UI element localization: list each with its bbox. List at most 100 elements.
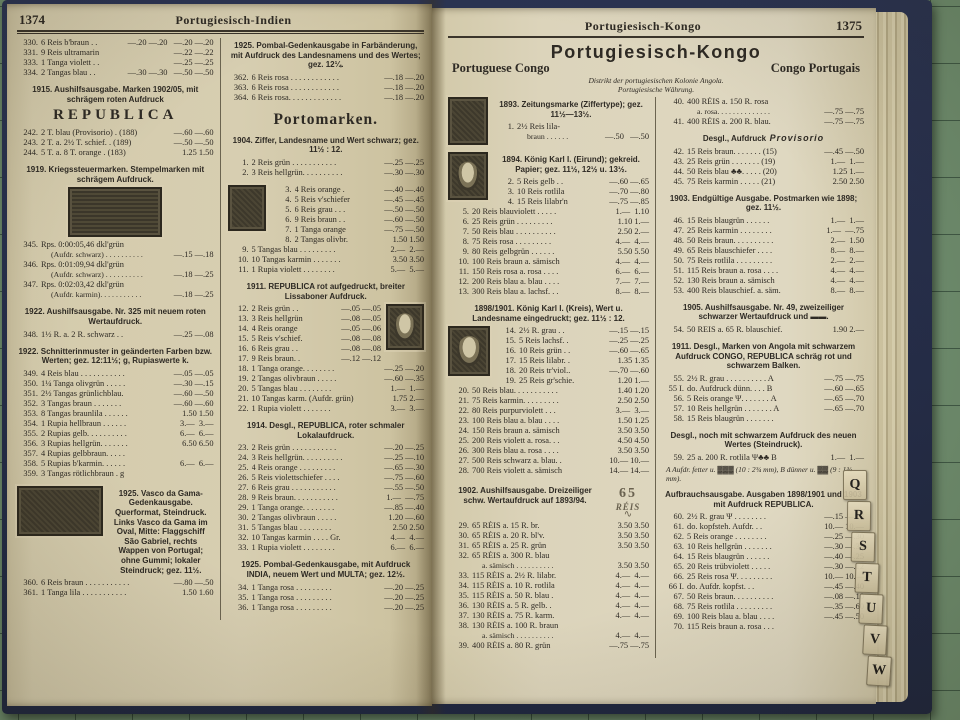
row-n: 37. [458,611,469,621]
row-p: 3.50 3.50 [617,446,649,456]
catalog-row: 31. 5 Tangas blau . . . . . . . . 2.50 2.5… [228,523,424,533]
row-n: 58. [673,413,684,423]
row-n: 6. [285,214,292,224]
row-t: 2 Reis grün . . [251,304,299,314]
row-p: 2.50 2.— [617,227,649,237]
catalog-row: 48. 50 Reis braun. . . . . . . . . . 2.— 1… [663,236,864,246]
row-t: 130 RÉIS a. 100 R. braun [472,621,559,631]
row-t: 5 Reis gelb . . [517,177,564,187]
row-t: 4 Reis blau . . . . . . . . . . . [41,368,125,378]
row-n: 10. [458,257,469,267]
catalog-row: 356. 3 Rupias hellgrün. . . . . . . 6.50 6… [17,439,213,449]
row-t: 80 Reis purpurviolett . . . [472,406,556,416]
row-n: 27. [458,456,469,466]
catalog-row: 353. 8 Tangas braunlila . . . . . . 1.50 1… [17,409,213,419]
row-n: 17. [238,354,249,364]
row-p: —.25 —.25 [173,58,214,67]
row-t: 9 Reis braun. . [251,354,301,364]
catalog-row: 8. 2 Tangas olivbr. 1.50 1.50 [271,235,424,245]
row-n: 44. [673,166,684,176]
section-heading: Aufbrauchsausgabe. Ausgaben 1898/1901 un… [665,489,862,509]
row-p: 5.— 5.— [390,264,425,274]
row-t: 50 Reis braun. . . . . . . . . . [687,235,774,245]
row-n: 16. [505,346,516,356]
row-t: 65 RÉIS a. 20 R. bl'v. [472,531,545,541]
catalog-section: 1925. Vasco da Gama-Gedenkausgabe. Querf… [17,485,214,598]
row-t: 6 Reis rosa . . . . . . . . . . . . [251,72,339,82]
row-n: 19. [505,376,516,386]
row-n: 5. [462,207,469,217]
row-t: 130 RÉIS a. 5 R. gelb. . [472,601,552,611]
row-p: —.65 —.70 [824,403,864,413]
row-p: 14.— 14.— [609,466,649,476]
row-p: —.65 —.70 [824,393,864,403]
row-n: 47. [673,225,684,235]
catalog-row: 18. 20 Reis tr'viol.. —.70 —.60 [495,366,649,376]
row-p: 1.50 1.60 [182,588,214,598]
row-n: 348. [23,329,38,339]
catalog-row: 26. 300 Reis blau a. rosa . . . . 3.50 3.5… [448,446,649,456]
row-t: 25 a. 200 R. rotlila Ψ♣♣ B [687,452,777,462]
row-t: 75 Reis karmin. . . . . . . . . [472,396,559,406]
row-t: 2½ R. grau Ψ . . . . . . . . [687,512,766,522]
row-n: 2. [242,167,249,177]
catalog-row: 11. 150 Reis rosa a. rosa . . . . 6.— 6.— [448,267,649,277]
catalog-row: 18. 1 Tanga orange. . . . . . . . —.25 —.2… [228,364,424,374]
section-heading: 1893. Zeitungsmarke (Ziffertype); gez. 1… [499,100,643,119]
row-p: —.75 —.75 [824,117,864,126]
subtitle-english: Portuguese Congo [452,61,550,75]
row-n: 20. [458,386,469,396]
stamp-illustration [227,184,266,231]
catalog-row: 46. 15 Reis blaugrün . . . . . . 1.— 1.— [663,216,864,226]
row-p: 1.10 1.— [617,217,649,227]
row-t: 400 RÉIS a. 150 R. rosa [687,97,769,106]
row-t: do. Aufdr. kopfst. . . [687,582,755,592]
row-t: 115 RÉIS a. 2½ R. lilabr. [472,571,557,581]
row-n: 347. [23,280,38,290]
row-p: —.75 —.75 [824,373,864,383]
row-p: —.20 —.25 [384,592,424,602]
district-note: Distrikt der portugiesischen Kolonie Ang… [588,76,724,85]
catalog-row: 58. 15 Reis blaugrün . . . . . . . [663,414,864,424]
catalog-row: 50. 75 Reis rotlila . . . . . . . . . 2.— … [663,256,864,266]
catalog-section: 330. 6 Reis b'braun . . —.20 —.20 —.20 —.2… [17,38,214,78]
catalog-row: 20. 5 Tangas blau . . . . . . . . 1.— 1.— [228,384,424,394]
row-p: —.25 —.08 [173,329,214,339]
row-p: 1.— —.75 [826,225,864,235]
row-t: 1 Tanga rosa . . . . . . . . . [251,592,332,602]
row-n: 42. [673,146,684,156]
row-n: 19. [238,374,249,384]
row-p: —.18 —.20 [384,92,424,102]
stamp-illustration [68,187,163,238]
row-n: 68. [673,602,684,612]
section-heading: 1925. Pombal-Gedenkausgabe in Farbänderu… [230,41,421,70]
row-n: 3. [285,184,292,194]
row-p: 1.— —.75 [386,493,424,503]
catalog-section: Portomarken. [228,111,425,129]
catalog-section: Desgl., noch mit schwarzem Aufdruck des … [663,431,864,483]
row-n: 56. [673,393,684,403]
index-tab-u: U [858,593,884,625]
row-n: 33. [458,571,469,581]
row-p: —.15 —.18 [173,250,214,260]
catalog-row: 12. 2 Reis grün . . —.05 —.05 [228,304,381,314]
catalog-section: Desgl., Aufdruck Provisorio 42. 15 Reis br… [663,133,864,187]
row-p: —.45 —.50 [824,146,864,156]
catalog-row: 333. 1 Tanga violett . . —.25 —.25 [17,58,214,68]
row-t: 25 Reis grün . . . . . . . . . [472,217,553,227]
catalog-row: 24. 3 Reis hellgrün. . . . . . . . . . —.2… [228,453,424,463]
row-t: a. rosa. . . . . . . . . . . . . . [697,107,770,116]
row-p: 1.25 1.50 [182,148,214,158]
catalog-row: 24. 150 Reis braun a. sämisch 3.50 3.50 [448,426,649,436]
row-t: 25 Reis rosa Ψ. . . . . . . . . [687,572,773,582]
row-n: 35. [238,592,249,602]
catalog-row: 350. 1¼ Tanga olivgrün . . . . . —.30 —.15 [17,379,213,389]
row-t: 300 Reis blau a. rosa . . . . [472,446,559,456]
header-rule [448,36,864,38]
right-running-title: Portugiesisch-Kongo [584,19,702,33]
right-page-column-1: 1893. Zeitungsmarke (Ziffertype); gez. 1… [448,97,649,658]
row-n: 357. [23,448,38,458]
row-p: —.60 —.50 [173,388,214,398]
row-n: 355. [23,428,38,438]
row-t: 1 Tanga rosa . . . . . . . . . [251,602,332,612]
